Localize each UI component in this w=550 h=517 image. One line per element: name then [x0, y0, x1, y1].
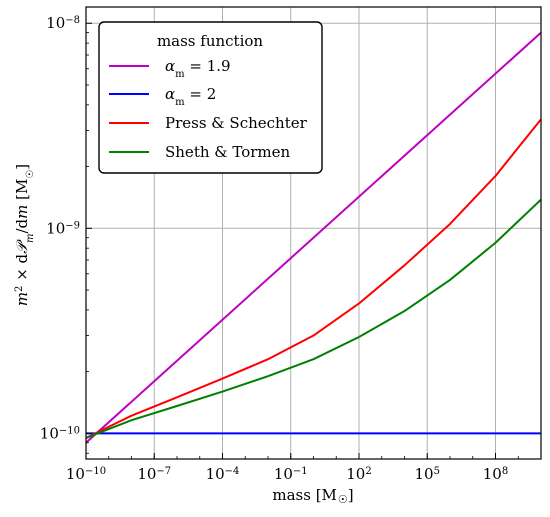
legend-label: Sheth & Tormen: [165, 143, 291, 161]
y-tick-label: 10−10: [40, 424, 80, 442]
plot-frame: [85, 6, 542, 460]
legend-items: αm = 1.9 αm = 2 Press & Schechter Sheth & T…: [109, 57, 308, 161]
x-axis-label: mass [M☉]: [272, 486, 353, 506]
ticks: 10−10 10−7 10−4 10−1 102 105 108 10−10 10−9 10−8: [40, 14, 542, 483]
x-tick-label: 105: [415, 465, 440, 483]
x-tick-label: 10−1: [274, 465, 308, 483]
y-tick-label: 10−9: [46, 219, 80, 237]
x-tick-label: 108: [483, 465, 508, 483]
x-tick-label: 10−10: [66, 465, 106, 483]
y-axis-label: m2 × d𝒫m/dm [M☉]: [13, 164, 36, 306]
legend-label: Press & Schechter: [165, 114, 308, 132]
series-line-4: [86, 198, 541, 439]
legend: mass function αm = 1.9 αm = 2 Press & Sche…: [98, 21, 323, 174]
series-lines: [86, 31, 541, 444]
y-tick-label: 10−8: [46, 14, 80, 32]
series-line-3: [86, 118, 541, 439]
legend-label: αm = 1.9: [165, 57, 231, 80]
series-line-1: [86, 31, 541, 444]
x-tick-label: 10−4: [206, 465, 240, 483]
legend-box: [98, 21, 323, 174]
x-tick-label: 102: [346, 465, 371, 483]
legend-title: mass function: [157, 32, 263, 50]
x-tick-label: 10−7: [137, 465, 171, 483]
legend-label: αm = 2: [165, 85, 216, 108]
